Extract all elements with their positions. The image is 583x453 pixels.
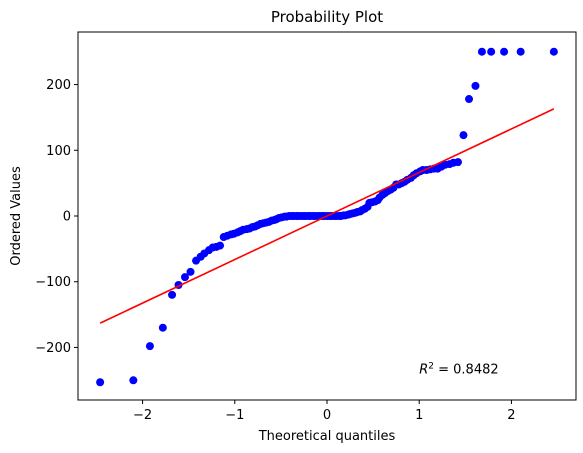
r-squared-annotation: R2 = 0.8482	[419, 362, 498, 378]
plot-area: R2 = 0.8482	[77, 31, 577, 401]
data-point	[516, 47, 525, 56]
data-point	[487, 47, 496, 56]
data-point	[453, 158, 462, 167]
data-point	[459, 131, 468, 140]
data-point	[471, 81, 480, 90]
x-tick-label: 0	[323, 408, 331, 423]
y-tick-label: 100	[46, 144, 71, 159]
y-tick-label: −200	[35, 341, 71, 356]
data-point	[477, 47, 486, 56]
y-axis: −200 −100 0 100 200	[35, 78, 78, 356]
data-points	[96, 47, 558, 387]
data-point	[96, 378, 105, 387]
y-axis-label: Ordered Values	[9, 166, 24, 266]
data-point	[180, 273, 189, 282]
data-point	[158, 323, 167, 332]
data-point	[129, 376, 138, 385]
r2-prefix: R	[419, 363, 428, 378]
data-point	[500, 47, 509, 56]
y-tick-label: 200	[46, 78, 71, 93]
x-axis: −2 −1 0 1 2	[133, 400, 516, 423]
data-point	[216, 241, 225, 250]
data-point	[145, 342, 154, 351]
y-tick-label: −100	[35, 275, 71, 290]
x-axis-label: Theoretical quantiles	[258, 429, 396, 444]
data-point	[549, 47, 558, 56]
y-tick-label: 0	[63, 210, 71, 225]
x-tick-label: 1	[415, 408, 423, 423]
r2-value: = 0.8482	[434, 363, 499, 378]
x-tick-label: −2	[133, 408, 152, 423]
data-point	[465, 95, 474, 104]
r2-superscript: 2	[428, 362, 434, 372]
x-tick-label: 2	[507, 408, 515, 423]
x-tick-label: −1	[225, 408, 244, 423]
data-point	[186, 267, 195, 276]
chart-title: Probability Plot	[271, 8, 383, 26]
data-point	[168, 290, 177, 299]
fit-line	[99, 108, 555, 324]
